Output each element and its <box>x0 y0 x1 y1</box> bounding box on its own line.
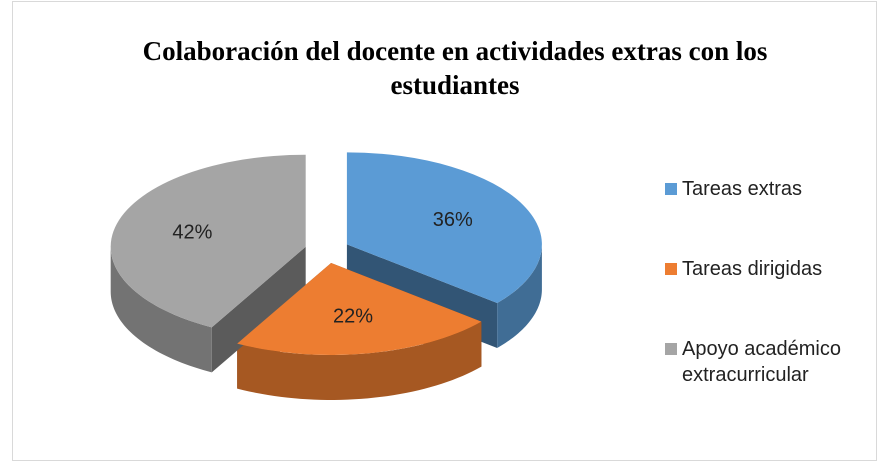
slice-wall <box>497 244 542 349</box>
legend-item: Tareas dirigidas <box>665 256 875 336</box>
legend-swatch <box>665 183 677 195</box>
slice-wall <box>110 246 212 373</box>
slice <box>110 154 306 328</box>
data-label: 22% <box>333 305 373 327</box>
legend-label: Tareas dirigidas <box>682 258 823 280</box>
chart-title: Colaboración del docente en actividades … <box>142 36 768 100</box>
data-label: 42% <box>172 221 212 243</box>
legend-item: Tareas extras <box>665 176 875 256</box>
legend-swatch <box>665 263 677 275</box>
legend-item: Apoyo académico extracurricular <box>665 336 875 416</box>
data-label: 36% <box>433 209 473 231</box>
legend: Tareas extras Tareas dirigidas Apoyo acadé… <box>665 176 875 416</box>
slice <box>346 152 542 304</box>
slice-wall <box>237 321 482 400</box>
legend-swatch <box>665 343 677 355</box>
legend-label: Tareas extras <box>682 178 803 200</box>
slice <box>237 262 482 355</box>
legend-label: Apoyo académico extracurricular <box>682 338 841 386</box>
slice-side <box>211 246 306 373</box>
